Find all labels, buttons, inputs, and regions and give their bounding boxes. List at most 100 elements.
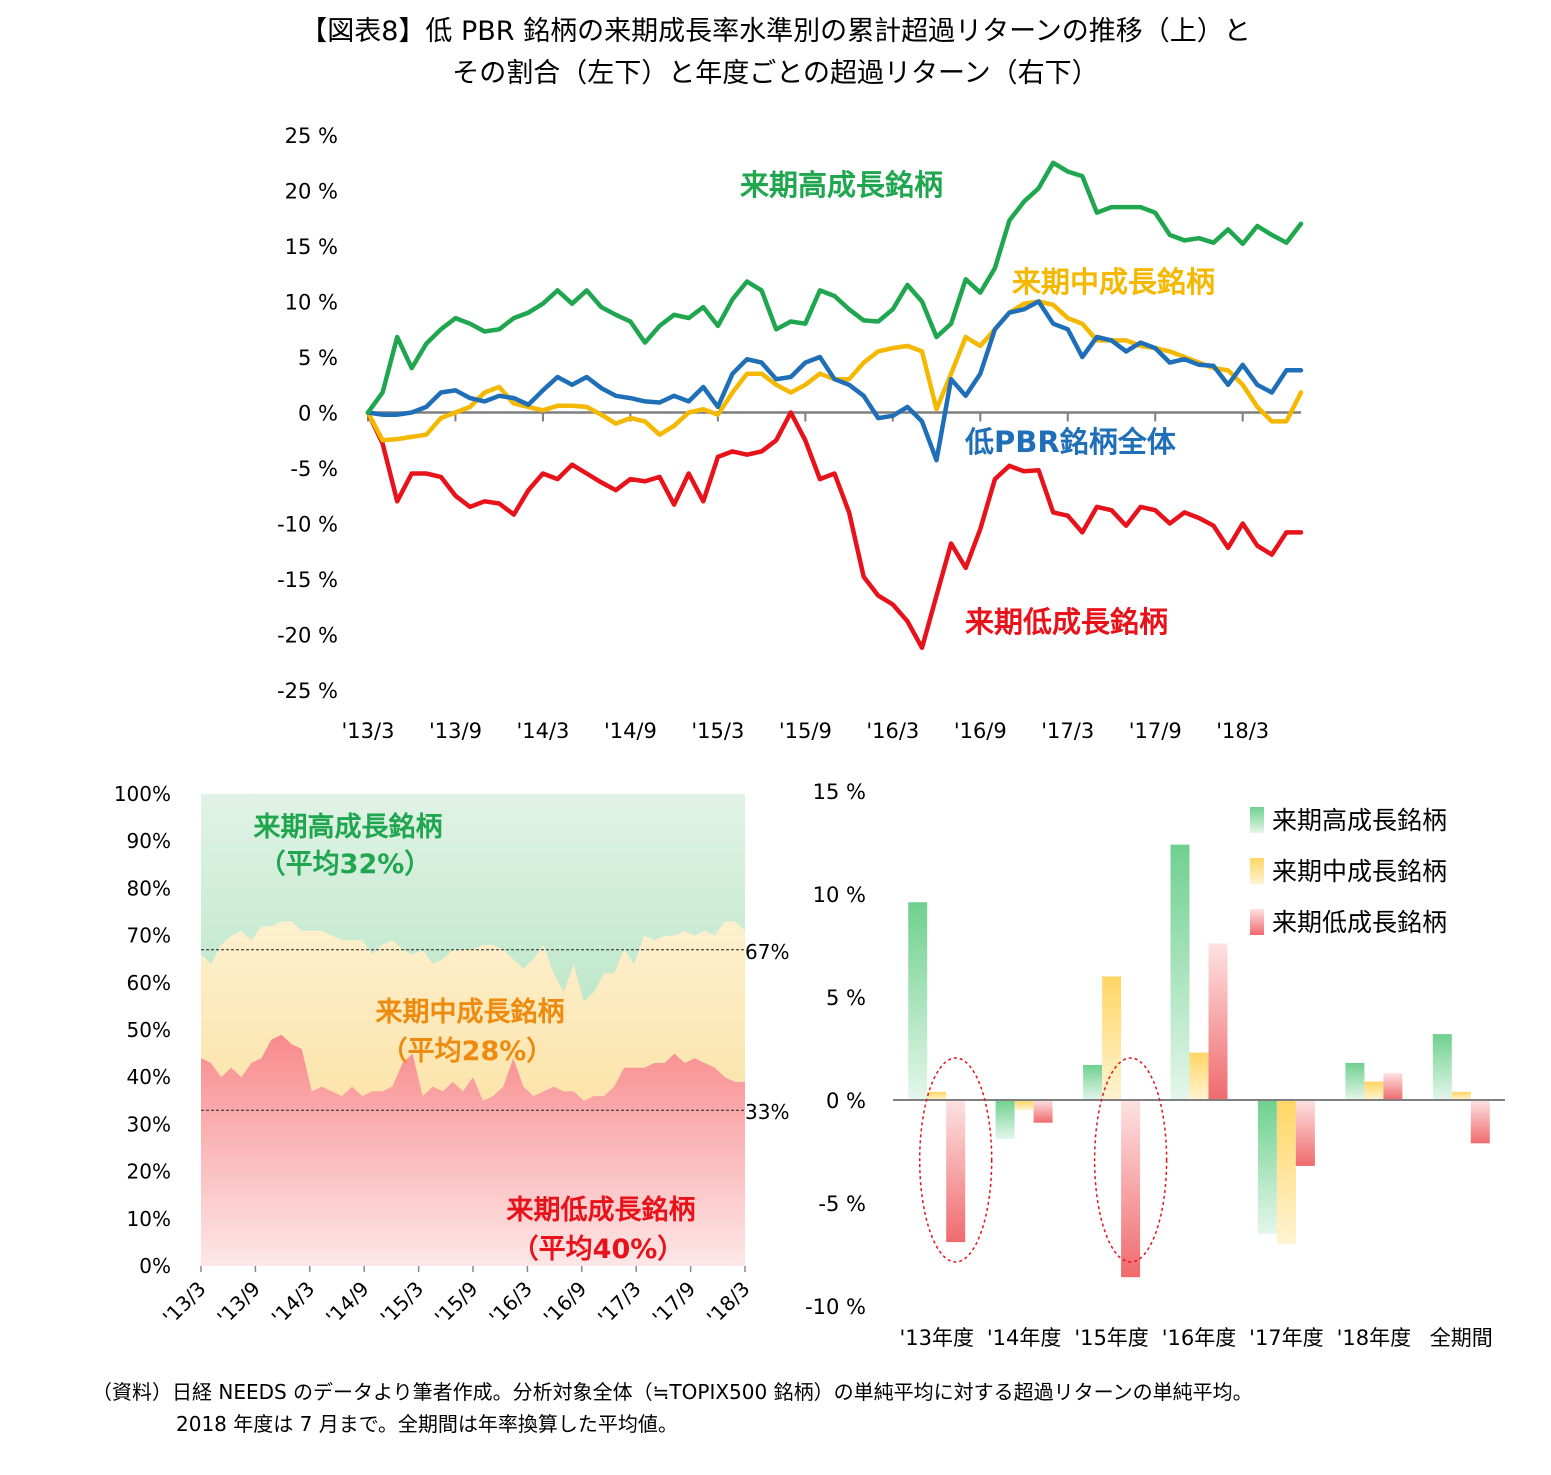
line-x-tick-label: '13/9 [429, 719, 482, 743]
area-label-low-growth: 来期低成長銘柄 [507, 1194, 696, 1226]
bar-category-label: '17年度 [1249, 1326, 1324, 1350]
legend-swatch-mid [1250, 858, 1264, 884]
line-y-tick-label: 15 % [285, 235, 338, 259]
bar-y-tick-label: -5 % [818, 1192, 866, 1216]
bar-y-tick-label: -10 % [805, 1295, 866, 1319]
bar-category-label: '13年度 [899, 1326, 974, 1350]
line-x-tick-label: '14/9 [604, 719, 657, 743]
bar-high [1257, 1100, 1277, 1234]
bar-mid [927, 1091, 947, 1100]
area-y-tick-label: 40% [127, 1065, 171, 1089]
area-x-tick-label: '16/3 [484, 1277, 537, 1330]
line-x-tick-label: '17/3 [1041, 719, 1094, 743]
bar-low [1383, 1073, 1403, 1100]
bar-category-label: '15年度 [1074, 1326, 1149, 1350]
bar-low [946, 1100, 966, 1243]
line-x-tick-label: '15/3 [691, 719, 744, 743]
bar-y-tick-label: 0 % [826, 1089, 866, 1113]
area-x-tick-label: '13/9 [212, 1277, 265, 1330]
legend-swatch-high [1250, 807, 1264, 833]
line-y-tick-label: 0 % [298, 402, 338, 426]
line-y-tick-label: 10 % [285, 291, 338, 315]
bar-category-label: '14年度 [987, 1326, 1062, 1350]
area-x-tick-label: '13/3 [158, 1277, 211, 1330]
source-note-line-2: 2018 年度は 7 月まで。全期間は年率換算した平均値。 [176, 1412, 678, 1436]
area-x-tick-label: '15/9 [430, 1277, 483, 1330]
highlight-ellipse [918, 1057, 993, 1263]
area-y-tick-label: 90% [127, 829, 171, 853]
bar-y-tick-label: 15 % [813, 780, 866, 804]
area-x-tick-label: '14/9 [321, 1277, 374, 1330]
label-low-growth: 来期低成長銘柄 [965, 605, 1168, 639]
area-y-tick-label: 50% [127, 1018, 171, 1042]
bar-mid [1364, 1081, 1384, 1100]
bar-category-label: '18年度 [1337, 1326, 1412, 1350]
legend-swatch-low [1250, 909, 1264, 935]
bar-high [1432, 1034, 1452, 1100]
bar-low [1033, 1100, 1053, 1123]
line-y-tick-label: 25 % [285, 124, 338, 148]
figure-title-line-2: その割合（左下）と年度ごとの超過リターン（右下） [452, 58, 1099, 89]
bar-mid [1102, 976, 1122, 1100]
series-line-all [365, 299, 1304, 463]
bar-y-tick-label: 10 % [813, 883, 866, 907]
bar-high [1083, 1065, 1103, 1100]
area-x-tick-label: '14/3 [267, 1277, 320, 1330]
line-y-tick-label: -25 % [277, 679, 338, 703]
label-all-low-pbr: 低PBR銘柄全体 [964, 425, 1177, 459]
line-x-tick-label: '15/9 [779, 719, 832, 743]
area-reference-label: 67% [745, 940, 789, 964]
bar-high [1170, 844, 1190, 1100]
area-label-high-growth: 来期高成長銘柄 [254, 811, 443, 843]
share-stacked-area-chart: 100% 90% 80% 70% 60% 50% 40% 30% 20% 10% 0% 67% 33% '… [114, 782, 790, 1329]
bar-low [1470, 1100, 1490, 1144]
legend-label-low: 来期低成長銘柄 [1272, 908, 1447, 937]
cumulative-return-line-chart: 25 % 20 % 15 % 10 % 5 % 0 % -5 % -10 % -15 % -20 … [277, 124, 1304, 743]
line-x-tick-label: '18/3 [1216, 719, 1269, 743]
bar-low [1208, 943, 1228, 1100]
area-x-tick-label: '17/3 [593, 1277, 646, 1330]
area-y-tick-label: 10% [127, 1207, 171, 1231]
highlight-ellipse [1093, 1057, 1168, 1263]
series-line-high [365, 160, 1304, 415]
area-x-tick-label: '18/3 [702, 1277, 755, 1330]
area-y-tick-label: 60% [127, 971, 171, 995]
bar-mid [1014, 1100, 1034, 1111]
line-y-tick-label: -10 % [277, 513, 338, 537]
line-y-tick-label: 5 % [298, 346, 338, 370]
bar-category-label: '16年度 [1162, 1326, 1237, 1350]
area-x-tick-label: '15/3 [376, 1277, 429, 1330]
bar-high [995, 1100, 1015, 1140]
source-note-line-1: （資料）日経 NEEDS のデータより筆者作成。分析対象全体（≒TOPIX500… [92, 1380, 1253, 1404]
bar-mid [1276, 1100, 1296, 1245]
bar-category-label: 全期間 [1430, 1326, 1493, 1350]
series-line-low [365, 410, 1304, 651]
legend-label-high: 来期高成長銘柄 [1272, 806, 1447, 835]
annual-return-bar-chart: 15 % 10 % 5 % 0 % -5 % -10 % '13年度 '14年度 '15年度 '1… [805, 780, 1505, 1350]
area-avg-mid-growth: （平均28%） [381, 1036, 554, 1067]
bar-low [1295, 1100, 1315, 1166]
area-y-tick-label: 30% [127, 1112, 171, 1136]
bar-mid [1189, 1052, 1209, 1100]
area-avg-low-growth: （平均40%） [512, 1234, 685, 1265]
line-y-tick-label: -5 % [290, 457, 338, 481]
area-label-mid-growth: 来期中成長銘柄 [376, 996, 565, 1028]
label-high-growth: 来期高成長銘柄 [740, 168, 943, 202]
area-reference-label: 33% [745, 1100, 789, 1124]
line-x-tick-label: '16/9 [954, 719, 1007, 743]
area-y-tick-label: 0% [139, 1254, 171, 1278]
line-y-tick-label: -20 % [277, 624, 338, 648]
line-y-tick-label: -15 % [277, 568, 338, 592]
line-x-tick-label: '16/3 [866, 719, 919, 743]
line-x-tick-label: '13/3 [342, 719, 395, 743]
area-y-tick-label: 20% [127, 1160, 171, 1184]
bar-low [1121, 1100, 1141, 1278]
legend-label-mid: 来期中成長銘柄 [1272, 857, 1447, 886]
bar-high [908, 902, 928, 1100]
area-y-tick-label: 80% [127, 876, 171, 900]
area-low-growth [201, 1034, 745, 1266]
figure-title-line-1: 【図表8】低 PBR 銘柄の来期成長率水準別の累計超過リターンの推移（上）と [300, 16, 1251, 47]
area-y-tick-label: 70% [127, 924, 171, 948]
bar-high [1345, 1062, 1365, 1100]
